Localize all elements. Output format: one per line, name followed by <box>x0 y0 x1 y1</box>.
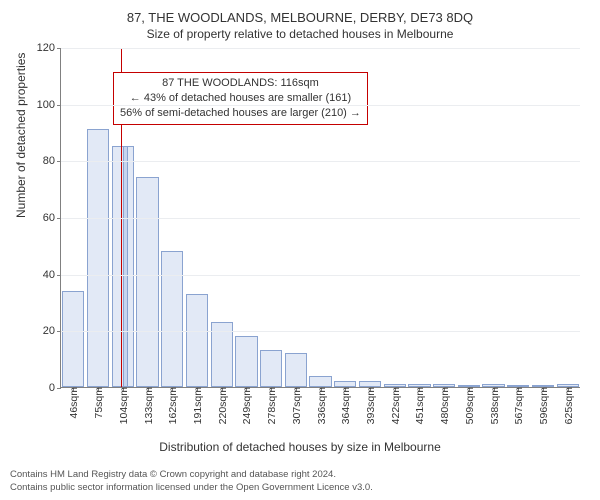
x-tick-label: 364sqm <box>338 387 352 424</box>
x-tick-label: 336sqm <box>314 387 328 424</box>
bar <box>62 291 84 387</box>
x-tick-label: 451sqm <box>412 387 426 424</box>
bar <box>309 376 331 387</box>
x-tick-label: 104sqm <box>116 387 130 424</box>
y-tick-label: 0 <box>49 382 61 394</box>
figure: 87, THE WOODLANDS, MELBOURNE, DERBY, DE7… <box>0 0 600 500</box>
x-tick-label: 480sqm <box>437 387 451 424</box>
y-tick-label: 40 <box>43 269 61 281</box>
x-tick-label: 220sqm <box>215 387 229 424</box>
bar <box>161 251 183 387</box>
annotation-line: 87 THE WOODLANDS: 116sqm <box>120 76 361 91</box>
bar <box>87 129 109 387</box>
bar <box>136 177 158 387</box>
page-title: 87, THE WOODLANDS, MELBOURNE, DERBY, DE7… <box>0 0 600 25</box>
gridline <box>61 105 580 106</box>
annotation-box: 87 THE WOODLANDS: 116sqm← 43% of detache… <box>113 72 368 125</box>
bar <box>260 350 282 387</box>
x-tick-label: 625sqm <box>561 387 575 424</box>
y-tick-label: 120 <box>37 42 61 54</box>
x-tick-label: 393sqm <box>363 387 377 424</box>
gridline <box>61 161 580 162</box>
x-tick-label: 162sqm <box>165 387 179 424</box>
gridline <box>61 275 580 276</box>
bar <box>285 353 307 387</box>
x-tick-label: 75sqm <box>91 387 105 419</box>
y-tick-label: 20 <box>43 325 61 337</box>
x-tick-label: 538sqm <box>487 387 501 424</box>
x-tick-label: 509sqm <box>462 387 476 424</box>
annotation-line: ← 43% of detached houses are smaller (16… <box>120 91 361 106</box>
bar <box>186 294 208 388</box>
x-tick-label: 46sqm <box>66 387 80 419</box>
y-axis-label: Number of detached properties <box>14 53 28 218</box>
x-tick-label: 567sqm <box>511 387 525 424</box>
chart-subtitle: Size of property relative to detached ho… <box>0 25 600 41</box>
x-tick-label: 422sqm <box>388 387 402 424</box>
gridline <box>61 48 580 49</box>
bar <box>235 336 257 387</box>
x-tick-label: 191sqm <box>190 387 204 424</box>
x-tick-label: 249sqm <box>239 387 253 424</box>
x-tick-label: 133sqm <box>141 387 155 424</box>
y-tick-label: 60 <box>43 212 61 224</box>
x-axis-label: Distribution of detached houses by size … <box>0 440 600 454</box>
gridline <box>61 331 580 332</box>
subject-bar <box>123 146 128 387</box>
chart-area: 46sqm75sqm104sqm133sqm162sqm191sqm220sqm… <box>60 48 580 388</box>
x-tick-label: 596sqm <box>536 387 550 424</box>
attribution-footer: Contains HM Land Registry data © Crown c… <box>10 469 373 494</box>
y-tick-label: 100 <box>37 99 61 111</box>
y-tick-label: 80 <box>43 155 61 167</box>
footer-line-1: Contains HM Land Registry data © Crown c… <box>10 469 373 481</box>
gridline <box>61 218 580 219</box>
x-tick-label: 307sqm <box>289 387 303 424</box>
footer-line-2: Contains public sector information licen… <box>10 482 373 494</box>
plot-region: 46sqm75sqm104sqm133sqm162sqm191sqm220sqm… <box>60 48 580 388</box>
x-tick-label: 278sqm <box>264 387 278 424</box>
annotation-line: 56% of semi-detached houses are larger (… <box>120 106 361 121</box>
